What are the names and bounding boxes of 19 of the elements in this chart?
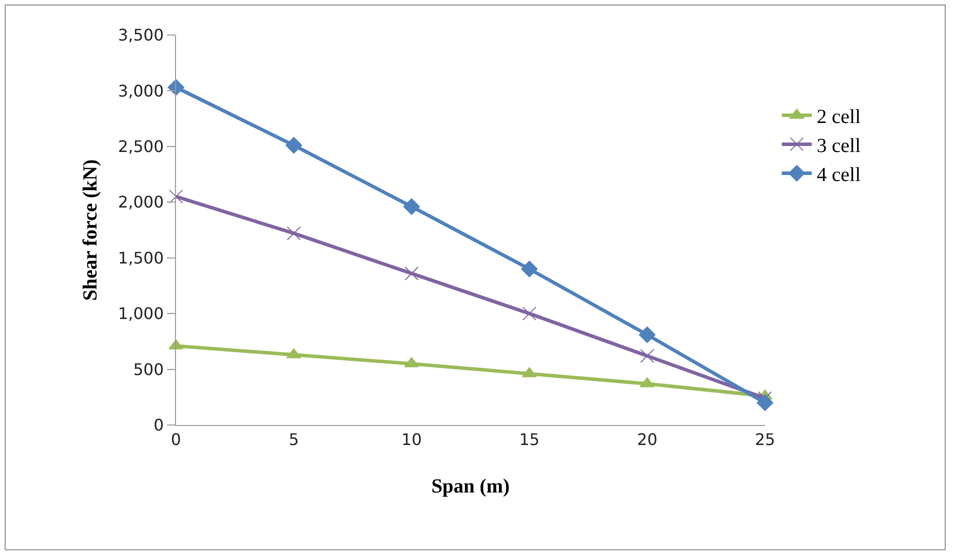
x-tick-label: 0	[170, 430, 182, 450]
x-tick-label: 15	[519, 430, 540, 450]
y-tick-label: 3,500	[118, 26, 164, 45]
x-tick-label: 25	[754, 430, 776, 450]
y-tick-label: 0	[154, 416, 164, 435]
legend-label: 2 cell	[816, 106, 862, 128]
y-tick-label: 3,000	[118, 81, 164, 100]
y-tick-label: 1,500	[118, 248, 164, 268]
y-tick-label: 500	[133, 360, 164, 379]
x-tick-label: 5	[288, 430, 299, 450]
x-tick-label: 10	[401, 430, 422, 450]
x-tick-label: 20	[637, 430, 658, 450]
y-tick-label: 2,500	[118, 137, 164, 156]
legend-label: 4 cell	[816, 164, 862, 186]
y-axis-title: Shear force (kN)	[79, 159, 102, 301]
legend-label: 3 cell	[816, 135, 862, 157]
y-tick-label: 2,000	[118, 192, 164, 212]
y-tick-label: 1,000	[118, 304, 164, 324]
x-axis-title: Span (m)	[431, 476, 510, 498]
